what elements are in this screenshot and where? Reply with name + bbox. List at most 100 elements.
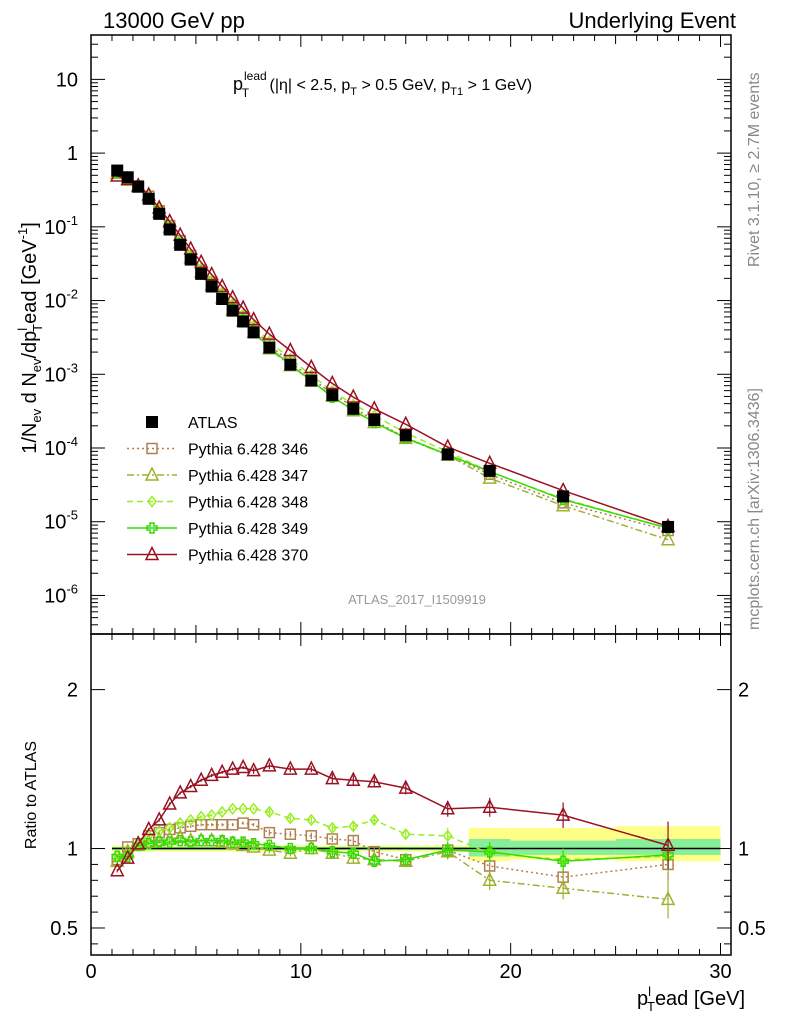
main-point-5-12 (235, 299, 251, 314)
ytick-label-6: 1 (67, 143, 78, 165)
legend-label-5: Pythia 6.428 370 (188, 548, 308, 565)
main-point-0-23 (557, 490, 570, 503)
ratio-point-2-10 (217, 805, 228, 819)
legend-label-0: ATLAS (188, 415, 238, 432)
main-point-5-19 (367, 400, 382, 415)
main-series-2 (110, 164, 676, 546)
ratio-point-4-4 (151, 811, 167, 826)
xtick-label-2: 20 (500, 961, 522, 983)
main-point-5-11 (225, 289, 240, 304)
ratio-point-2-14 (264, 805, 275, 819)
ylabel-e: ] (19, 222, 41, 228)
legend-marker-5 (144, 545, 160, 561)
ytick-exp-4: -2 (66, 287, 78, 302)
rtick-label-r-2: 2 (738, 680, 749, 702)
ratio-point-1-6 (172, 828, 188, 844)
ratio-point-1-0 (110, 852, 125, 867)
ratio-point-4-9 (204, 766, 219, 782)
main-point-0-12 (237, 315, 250, 328)
ratio-point-0-14 (263, 826, 276, 839)
ylabel-sub-t: T (30, 324, 45, 332)
main-point-5-14 (262, 325, 277, 340)
title-sub: T (242, 86, 250, 100)
ratio-point-4-11 (225, 760, 240, 775)
ratio-point-4-14 (262, 757, 277, 772)
legend-marker-4 (146, 522, 158, 534)
ratio-point-1-5 (162, 830, 177, 845)
legend-label-3: Pythia 6.428 348 (188, 495, 308, 512)
ratio-point-1-15 (283, 844, 298, 860)
ratio-green-band-2 (510, 840, 616, 855)
ratio-point-4-12 (235, 758, 251, 774)
ratio-point-1-22 (482, 871, 497, 887)
ratio-point-4-16 (304, 760, 319, 775)
title-rest3: > 1 GeV) (463, 77, 532, 94)
ytick-base-0: 10 (44, 585, 66, 607)
ratio-point-3-0 (111, 850, 123, 863)
ratio-point-4-0 (110, 862, 125, 877)
ylabel-c: /dp (19, 331, 41, 359)
ratio-point-2-4 (154, 824, 165, 838)
ytick-label-4: 10-2 (44, 287, 78, 313)
title-sup: lead (244, 69, 267, 83)
main-point-0-18 (347, 402, 360, 415)
ytick-base-1: 10 (44, 512, 66, 534)
ratio-point-4-19 (367, 773, 382, 788)
ytick-base-5: 10 (44, 217, 66, 239)
ratio-ylabel: Ratio to ATLAS (23, 741, 40, 849)
ratio-point-2-21 (442, 829, 453, 843)
ratio-point-3-14 (263, 839, 276, 852)
ylabel-sup-m1: -1 (15, 228, 30, 240)
main-point-0-8 (195, 267, 208, 280)
ytick-label-3: 10-3 (44, 360, 78, 386)
ratio-point-2-12 (238, 802, 249, 816)
ratio-point-1-18 (346, 849, 361, 864)
title-p: p (233, 74, 243, 94)
ratio-point-4-1 (120, 849, 135, 864)
ratio-point-3-23 (557, 855, 569, 867)
main-point-0-19 (368, 413, 381, 426)
main-point-2-22 (482, 469, 497, 484)
main-point-0-20 (399, 429, 412, 442)
ytick-label-0: 10-6 (44, 581, 78, 607)
main-point-5-16 (304, 358, 319, 374)
ratio-point-3-19 (368, 855, 381, 867)
main-point-5-17 (325, 374, 340, 390)
ytick-exp-0: -6 (66, 581, 78, 596)
title-sub-t: T (350, 86, 357, 98)
main-point-0-7 (184, 253, 197, 266)
ratio-point-3-17 (326, 845, 339, 858)
ratio-point-3-22 (483, 845, 496, 858)
ratio-point-2-11 (227, 802, 238, 816)
ratio-point-3-13 (247, 838, 260, 850)
legend-item-4: Pythia 6.428 349 (127, 521, 308, 538)
ratio-point-4-20 (398, 779, 413, 794)
ratio-point-0-18 (347, 834, 360, 847)
ratio-point-2-7 (185, 813, 196, 827)
rtick-label-l-1: 1 (67, 839, 78, 861)
ytick-label-7: 10 (56, 69, 78, 91)
main-point-5-18 (346, 388, 361, 403)
xtick-label-3: 30 (709, 961, 731, 983)
ratio-point-3-3 (142, 838, 155, 850)
ratio-point-2-15 (285, 812, 296, 825)
header-left: 13000 GeV pp (103, 8, 245, 33)
xtick-label-0: 0 (85, 961, 96, 983)
ratio-point-4-18 (346, 771, 361, 786)
xlabel-p: p (637, 988, 648, 1010)
xlabel-sup: l (648, 984, 651, 999)
main-point-0-5 (163, 223, 176, 236)
ratio-series-layer (110, 757, 676, 919)
ratio-series-3 (111, 834, 674, 873)
main-point-0-17 (326, 389, 339, 402)
ylabel-sub-ev2: ev (29, 358, 44, 372)
ylabel-b: d N (19, 372, 41, 409)
ratio-point-3-4 (153, 836, 165, 848)
ratio-point-2-20 (400, 828, 411, 841)
ratio-point-3-16 (305, 842, 318, 855)
main-point-0-16 (305, 374, 318, 387)
header-right: Underlying Event (568, 8, 736, 33)
main-point-5-8 (193, 253, 209, 269)
ytick-base-2: 10 (44, 438, 66, 460)
